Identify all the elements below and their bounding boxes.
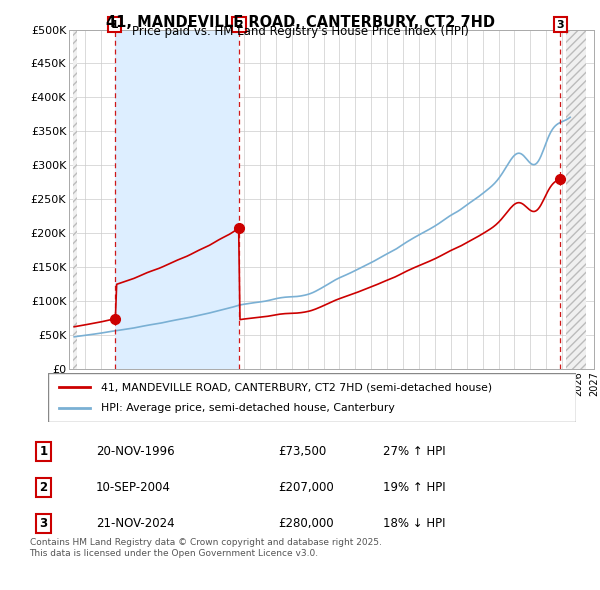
Bar bbox=[115, 30, 239, 369]
Text: £280,000: £280,000 bbox=[278, 517, 334, 530]
Text: 2: 2 bbox=[39, 481, 47, 494]
Text: 20-NOV-1996: 20-NOV-1996 bbox=[96, 445, 175, 458]
Text: 21-NOV-2024: 21-NOV-2024 bbox=[96, 517, 175, 530]
Text: 3: 3 bbox=[557, 19, 564, 30]
Text: 3: 3 bbox=[39, 517, 47, 530]
Bar bbox=[73, 30, 77, 369]
Bar bbox=[566, 30, 586, 369]
Text: HPI: Average price, semi-detached house, Canterbury: HPI: Average price, semi-detached house,… bbox=[101, 404, 395, 414]
Text: 27% ↑ HPI: 27% ↑ HPI bbox=[383, 445, 445, 458]
Text: £73,500: £73,500 bbox=[278, 445, 326, 458]
FancyBboxPatch shape bbox=[48, 373, 576, 422]
Text: 18% ↓ HPI: 18% ↓ HPI bbox=[383, 517, 445, 530]
Text: 2: 2 bbox=[235, 19, 243, 30]
Text: 41, MANDEVILLE ROAD, CANTERBURY, CT2 7HD: 41, MANDEVILLE ROAD, CANTERBURY, CT2 7HD bbox=[106, 15, 494, 30]
Text: Contains HM Land Registry data © Crown copyright and database right 2025.
This d: Contains HM Land Registry data © Crown c… bbox=[29, 539, 382, 558]
Text: 10-SEP-2004: 10-SEP-2004 bbox=[96, 481, 170, 494]
Text: £207,000: £207,000 bbox=[278, 481, 334, 494]
Text: 19% ↑ HPI: 19% ↑ HPI bbox=[383, 481, 445, 494]
Text: 41, MANDEVILLE ROAD, CANTERBURY, CT2 7HD (semi-detached house): 41, MANDEVILLE ROAD, CANTERBURY, CT2 7HD… bbox=[101, 382, 492, 392]
Text: 1: 1 bbox=[39, 445, 47, 458]
Text: 1: 1 bbox=[111, 19, 119, 30]
Text: Price paid vs. HM Land Registry's House Price Index (HPI): Price paid vs. HM Land Registry's House … bbox=[131, 25, 469, 38]
